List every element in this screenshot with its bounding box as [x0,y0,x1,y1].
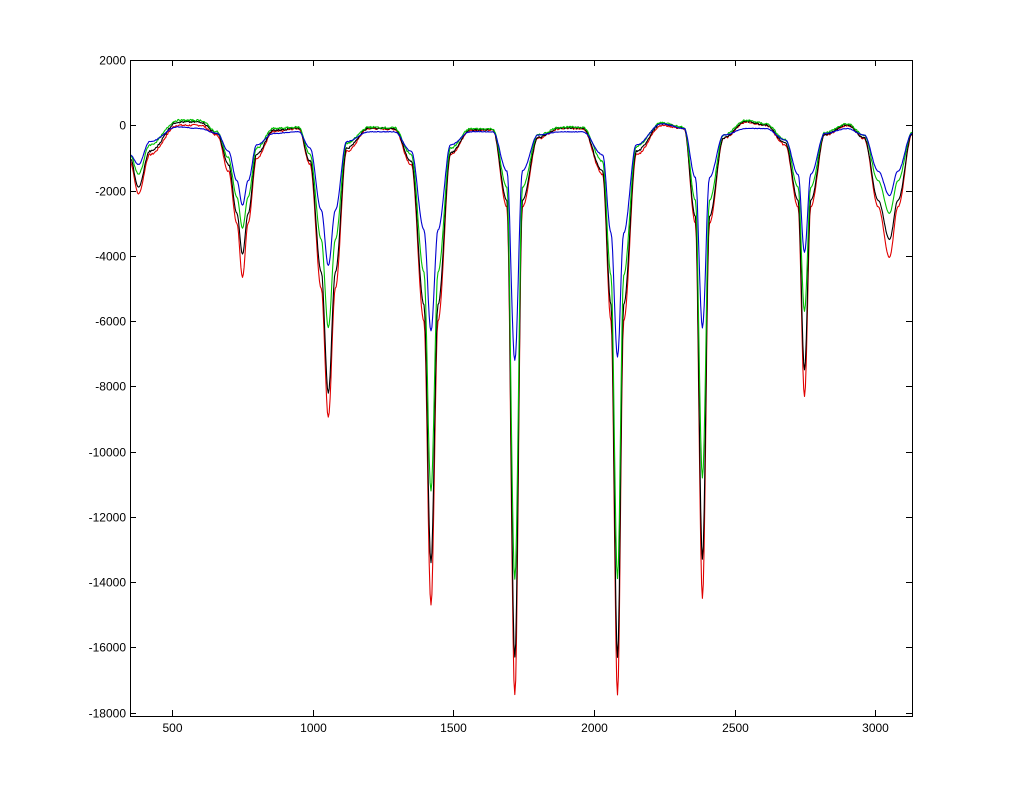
x-axis-ticks: 500 1000 1500 2000 2500 3000 [162,60,889,735]
y-tick-label: -16000 [89,641,127,655]
y-tick-label: 0 [119,119,126,133]
y-tick-label: -18000 [89,707,127,721]
x-tick-label: 2500 [722,721,749,735]
y-tick-label: -14000 [89,576,127,590]
plot-area [130,60,912,716]
y-tick-label: -4000 [95,250,126,264]
x-tick-label: 1500 [440,721,467,735]
series-layer [130,118,912,696]
axes-frame [130,60,913,717]
x-tick-label: 2000 [581,721,608,735]
x-tick-label: 3000 [862,721,889,735]
y-axis-ticks: 2000 0 -2000 -4000 -6000 -8000 -10000 -12000 -14… [89,54,912,721]
x-tick-label: 500 [162,721,182,735]
y-tick-label: -10000 [89,446,127,460]
y-tick-label: -8000 [95,380,126,394]
series-line-2 [130,120,912,658]
y-tick-label: -6000 [95,315,126,329]
x-tick-label: 1000 [300,721,327,735]
y-tick-label: -12000 [89,511,127,525]
y-tick-label: 2000 [99,54,126,68]
series-line-4 [130,123,912,361]
y-tick-label: -2000 [95,185,126,199]
